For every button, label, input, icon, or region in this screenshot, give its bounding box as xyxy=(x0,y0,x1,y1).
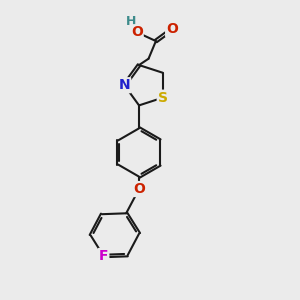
Text: S: S xyxy=(158,91,168,105)
Text: H: H xyxy=(126,15,136,28)
Text: F: F xyxy=(99,249,108,263)
Text: O: O xyxy=(131,25,143,39)
Text: N: N xyxy=(118,78,130,92)
Text: O: O xyxy=(166,22,178,36)
Text: O: O xyxy=(133,182,145,196)
